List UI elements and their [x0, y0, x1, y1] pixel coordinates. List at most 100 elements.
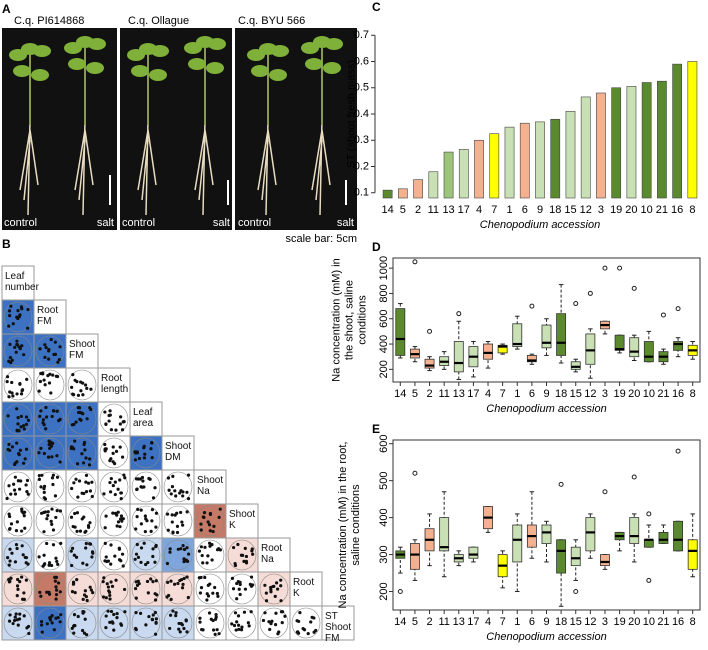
bar [687, 61, 698, 199]
scatter-dot [296, 631, 301, 635]
outlier [427, 328, 433, 334]
scatter-dot [270, 619, 274, 623]
scatter-dot [48, 616, 52, 620]
leaf [68, 58, 86, 70]
scatter-dot [13, 560, 18, 564]
y-tick-label: 0.5 [354, 82, 369, 94]
scatter-dot [72, 392, 76, 397]
leaf [86, 62, 104, 74]
scatter-dot [14, 529, 19, 533]
corr-cell [65, 537, 99, 573]
scatter-dot [272, 584, 276, 588]
scatter-dot [280, 620, 284, 625]
scatter-dot [104, 614, 108, 618]
corr-cell [257, 571, 291, 607]
scatter-dot [172, 582, 177, 586]
corr-cell [97, 503, 131, 539]
corr-cell [65, 401, 99, 437]
scatter-dot [104, 555, 108, 559]
scatter-dot [56, 562, 60, 566]
scatter-dot [310, 615, 314, 619]
scatter-dot [74, 477, 78, 481]
scatter-dot [154, 525, 158, 529]
scatter-dot [182, 560, 186, 564]
x-tick-label: 4 [485, 388, 491, 400]
scatter-dot [58, 509, 62, 513]
scatter-dot [38, 379, 43, 384]
scatter-dot [81, 381, 85, 385]
x-tick-label: 1 [514, 616, 520, 628]
scatter-dot [166, 528, 170, 532]
scatter-dot [54, 593, 59, 597]
scatter-dot [279, 578, 283, 582]
bar [565, 111, 576, 199]
scatter-dot [85, 386, 89, 390]
scatter-dot [185, 630, 189, 634]
scatter-dot [119, 559, 123, 563]
scatter-dot [113, 492, 117, 497]
scatter-dot [74, 555, 79, 559]
scatter-dot [19, 479, 23, 483]
scatter-dot [214, 612, 218, 617]
scatter-dot [50, 414, 54, 419]
box [585, 333, 596, 365]
scatter-dot [10, 358, 14, 362]
scatter-dot [264, 599, 269, 603]
scatter-dot [232, 623, 237, 628]
scatter-dot [27, 631, 31, 636]
scatter-dot [134, 610, 138, 615]
scatter-dot [48, 446, 52, 451]
scatter-dot [110, 584, 115, 588]
scatter-dot [137, 582, 141, 586]
scatter-dot [13, 615, 17, 619]
scatter-dot [13, 345, 17, 350]
corr-ellipse [227, 539, 257, 571]
outlier [631, 474, 637, 480]
scatter-dot [243, 546, 247, 550]
scatter-dot [236, 579, 240, 584]
x-tick-label: 14 [394, 388, 406, 400]
scatter-dot [17, 452, 21, 456]
scatter-dot [9, 576, 13, 580]
corr-cell [225, 571, 259, 607]
x-tick-label: 6 [522, 204, 528, 216]
scatter-dot [116, 520, 121, 524]
scatter-dot [15, 429, 19, 433]
scatter-dot [84, 529, 88, 533]
x-tick-label: 15 [564, 204, 576, 216]
scatter-dot [18, 382, 22, 386]
scatter-dot [123, 610, 127, 614]
scatter-dot [21, 424, 26, 428]
scatter-dot [133, 557, 137, 561]
scatter-dot [103, 526, 107, 530]
scatter-dot [182, 626, 186, 631]
scatter-dot [53, 494, 58, 498]
scatter-dot [104, 626, 108, 630]
variable-label: Shoot Na [197, 475, 224, 497]
scatter-dot [39, 594, 43, 598]
scatter-dot [90, 494, 94, 499]
scatter-dot [203, 575, 207, 580]
scatter-dot [175, 524, 180, 529]
scatter-dot [43, 343, 47, 347]
scatter-dot [7, 619, 12, 623]
scatter-dot [139, 546, 144, 550]
scatter-dot [25, 489, 29, 494]
x-tick-label: 5 [400, 204, 406, 216]
scatter-dot [116, 510, 120, 514]
scatter-dot [11, 394, 15, 398]
scatter-dot [205, 561, 209, 565]
variable-label: Shoot FM [69, 339, 96, 361]
panel-label: E [372, 422, 380, 436]
leaf [196, 36, 214, 48]
corr-ellipse [227, 573, 257, 605]
bar [580, 96, 591, 199]
scatter-dot [5, 380, 9, 384]
outlier [412, 470, 418, 476]
corr-ellipse [3, 505, 33, 537]
scatter-dot [76, 614, 80, 619]
outlier [587, 290, 593, 296]
scatter-dot [8, 314, 12, 318]
scatter-dot [147, 614, 151, 619]
